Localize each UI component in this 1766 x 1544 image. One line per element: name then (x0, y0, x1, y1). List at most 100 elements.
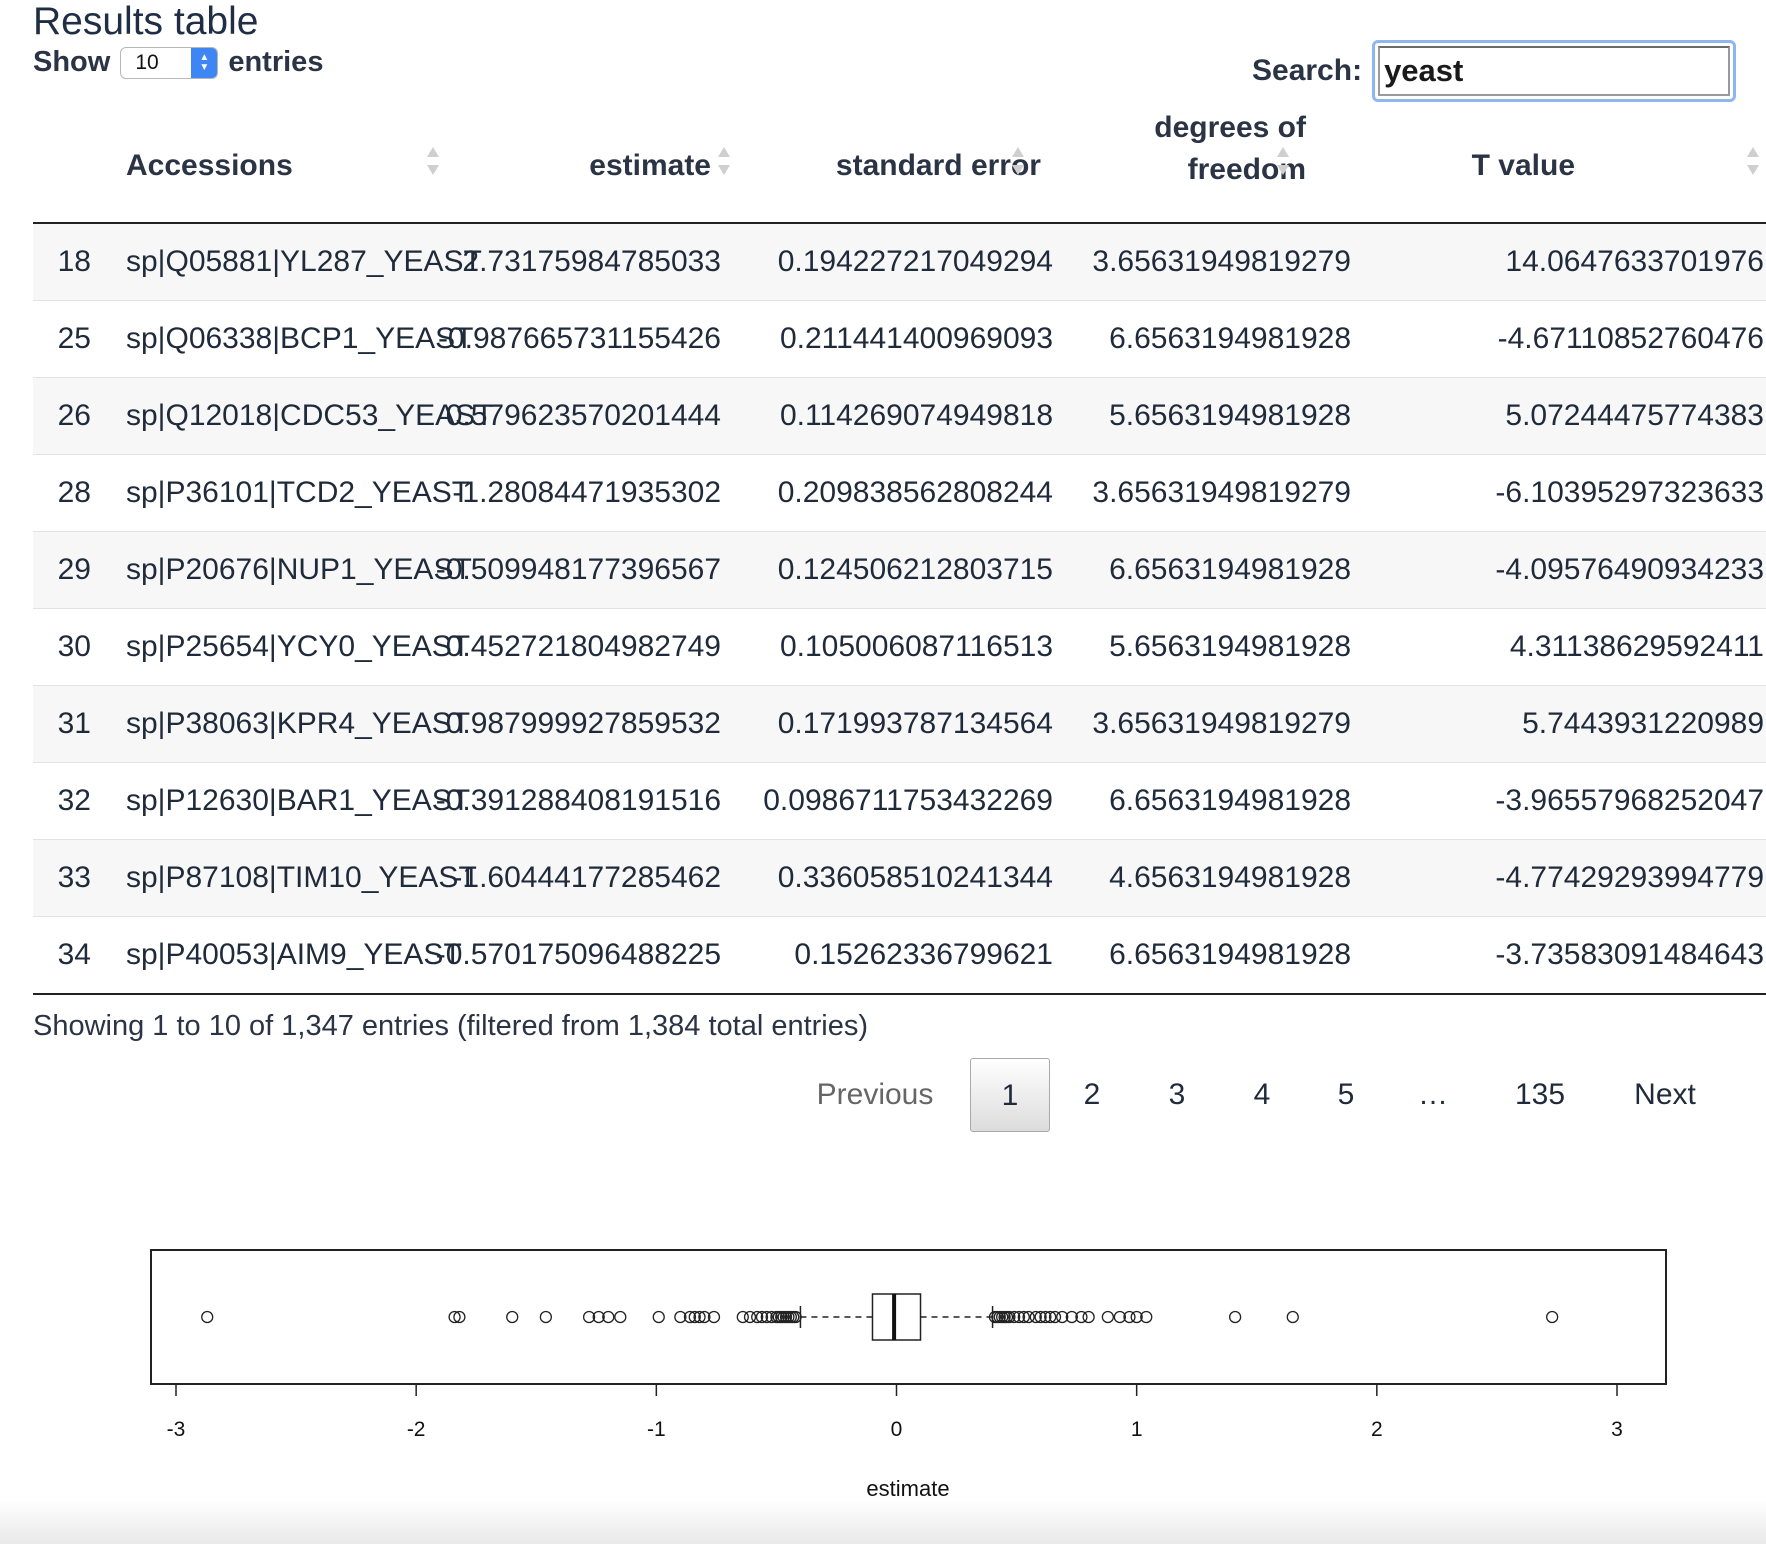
sort-icon[interactable] (1745, 145, 1761, 181)
outlier-point (1012, 1310, 1026, 1324)
entries-label: entries (228, 46, 324, 78)
degrees-of-freedom-cell: 6.6563194981928 (1109, 938, 1351, 971)
accession-cell: sp|Q05881|YL287_YEAST (126, 245, 482, 278)
outlier-point (1029, 1310, 1042, 1324)
outlier-point (755, 1310, 769, 1324)
table-row[interactable]: 28 sp|P36101|TCD2_YEAST -1.28084471935302 0… (33, 455, 1766, 532)
outlier-point (1022, 1310, 1035, 1324)
standard-error-cell: 0.114269074949818 (779, 399, 1053, 432)
accession-cell: sp|P20676|NUP1_YEAST (126, 553, 472, 586)
estimate-cell: -1.60444177285462 (452, 861, 721, 894)
outlier-point (743, 1310, 757, 1324)
sort-icon[interactable] (1010, 145, 1026, 181)
row-index: 33 (57, 861, 91, 894)
t-value-cell: 4.31138629592411 (1509, 630, 1764, 663)
sort-icon[interactable] (1275, 145, 1291, 181)
accession-cell: sp|P25654|YCY0_YEAST (126, 630, 471, 663)
table-row[interactable]: 18 sp|Q05881|YL287_YEAST 2.73175984785033 0… (33, 224, 1766, 301)
outlier-point (765, 1310, 778, 1324)
table-row[interactable]: 29 sp|P20676|NUP1_YEAST -0.509948177396567… (33, 532, 1766, 609)
df-header-line-1: degrees of (1154, 111, 1306, 144)
outlier-point (674, 1310, 687, 1324)
column-header-standard-error[interactable]: standard error (835, 149, 1041, 182)
estimate-boxplot: -3 -2 -1 0 1 2 3 estimate (150, 1249, 1667, 1501)
table-row[interactable]: 31 sp|P38063|KPR4_YEAST 0.987999927859532 0… (33, 686, 1766, 763)
pagination-page-4[interactable]: 4 (1253, 1078, 1271, 1111)
row-index: 32 (57, 784, 91, 817)
degrees-of-freedom-cell: 5.6563194981928 (1109, 399, 1351, 432)
outlier-point (1044, 1310, 1057, 1324)
accession-cell: sp|P38063|KPR4_YEAST (126, 707, 471, 740)
pagination-page-1[interactable]: 1 (970, 1058, 1050, 1132)
t-value-cell: -4.09576490934233 (1495, 553, 1764, 586)
table-row[interactable]: 34 sp|P40053|AIM9_YEAST -0.570175096488225… (33, 917, 1766, 995)
outlier-point (751, 1310, 764, 1324)
t-value-cell: -3.96557968252047 (1495, 784, 1764, 817)
standard-error-cell: 0.124506212803715 (777, 553, 1053, 586)
standard-error-cell: 0.171993787134564 (777, 707, 1053, 740)
estimate-cell: 0.987999927859532 (445, 707, 721, 740)
table-info: Showing 1 to 10 of 1,347 entries (filter… (33, 1010, 869, 1042)
outlier-point (1140, 1310, 1153, 1324)
outlier-point (652, 1310, 665, 1324)
outlier-point (688, 1310, 701, 1324)
t-value-cell: -6.10395297323633 (1495, 476, 1764, 509)
standard-error-cell: 0.0986711753432269 (763, 784, 1053, 817)
degrees-of-freedom-cell: 5.6563194981928 (1109, 630, 1351, 663)
x-tick-label: 3 (1611, 1418, 1623, 1441)
outlier-point (1056, 1310, 1069, 1324)
standard-error-cell: 0.194227217049294 (777, 245, 1053, 278)
outlier-point (1075, 1310, 1088, 1324)
degrees-of-freedom-cell: 6.6563194981928 (1109, 553, 1351, 586)
outlier-point (1113, 1310, 1127, 1324)
row-index: 31 (57, 707, 91, 740)
table-header: Accessions estimate standard error degre… (33, 110, 1766, 224)
table-row[interactable]: 33 sp|P87108|TIM10_YEAST -1.60444177285462… (33, 840, 1766, 917)
sort-icon[interactable] (425, 145, 441, 181)
table-row[interactable]: 32 sp|P12630|BAR1_YEAST -0.391288408191516… (33, 763, 1766, 840)
outlier-point (736, 1310, 749, 1324)
x-tick-label: 2 (1371, 1418, 1383, 1441)
outlier-point (582, 1310, 596, 1324)
outlier-point (698, 1310, 711, 1324)
pagination-ellipsis: … (1418, 1078, 1448, 1111)
select-stepper-icon: ▲ ▼ (191, 47, 218, 78)
column-header-estimate[interactable]: estimate (589, 149, 711, 182)
pagination: Previous 1 2 3 4 5 … 135 Next (0, 1058, 1766, 1132)
entries-per-page-select[interactable]: 10 ▲ ▼ (120, 46, 219, 79)
degrees-of-freedom-cell: 3.65631949819279 (1092, 245, 1351, 278)
page-title: Results table (33, 0, 259, 43)
outlier-point (1228, 1310, 1242, 1324)
search-input[interactable]: yeast (1372, 40, 1737, 102)
outlier-point (1101, 1310, 1114, 1324)
table-row[interactable]: 26 sp|Q12018|CDC53_YEAST 0.579623570201444… (33, 378, 1766, 455)
window-bottom-edge (0, 1500, 1766, 1544)
search-input-value[interactable]: yeast (1378, 46, 1731, 96)
show-label: Show (33, 46, 111, 78)
t-value-cell: 14.0647633701976 (1505, 245, 1764, 278)
accession-cell: sp|Q06338|BCP1_YEAST (126, 322, 474, 355)
outlier-point (1039, 1310, 1052, 1324)
degrees-of-freedom-cell: 3.65631949819279 (1092, 476, 1351, 509)
column-header-accessions[interactable]: Accessions (126, 149, 293, 182)
accession-cell: sp|P12630|BAR1_YEAST (126, 784, 471, 817)
t-value-cell: -4.67110852760476 (1497, 322, 1764, 355)
pagination-page-2[interactable]: 2 (1083, 1078, 1101, 1111)
sort-icon[interactable] (716, 145, 732, 181)
outlier-point (592, 1310, 605, 1324)
estimate-cell: 2.73175984785033 (462, 245, 721, 278)
box (871, 1293, 922, 1341)
outlier-point (1065, 1310, 1078, 1324)
table-row[interactable]: 25 sp|Q06338|BCP1_YEAST -0.987665731155426… (33, 301, 1766, 378)
pagination-previous[interactable]: Previous (816, 1078, 934, 1111)
search-label: Search: (1252, 54, 1363, 87)
table-row[interactable]: 30 sp|P25654|YCY0_YEAST 0.452721804982749 0… (33, 609, 1766, 686)
outlier-point (1286, 1310, 1299, 1324)
t-value-cell: 5.07244475774383 (1505, 399, 1764, 432)
pagination-page-3[interactable]: 3 (1168, 1078, 1186, 1111)
row-index: 25 (57, 322, 91, 355)
pagination-next[interactable]: Next (1634, 1078, 1696, 1111)
pagination-page-135[interactable]: 135 (1514, 1078, 1566, 1111)
pagination-page-5[interactable]: 5 (1337, 1078, 1355, 1111)
column-header-t-value[interactable]: T value (1471, 149, 1575, 182)
